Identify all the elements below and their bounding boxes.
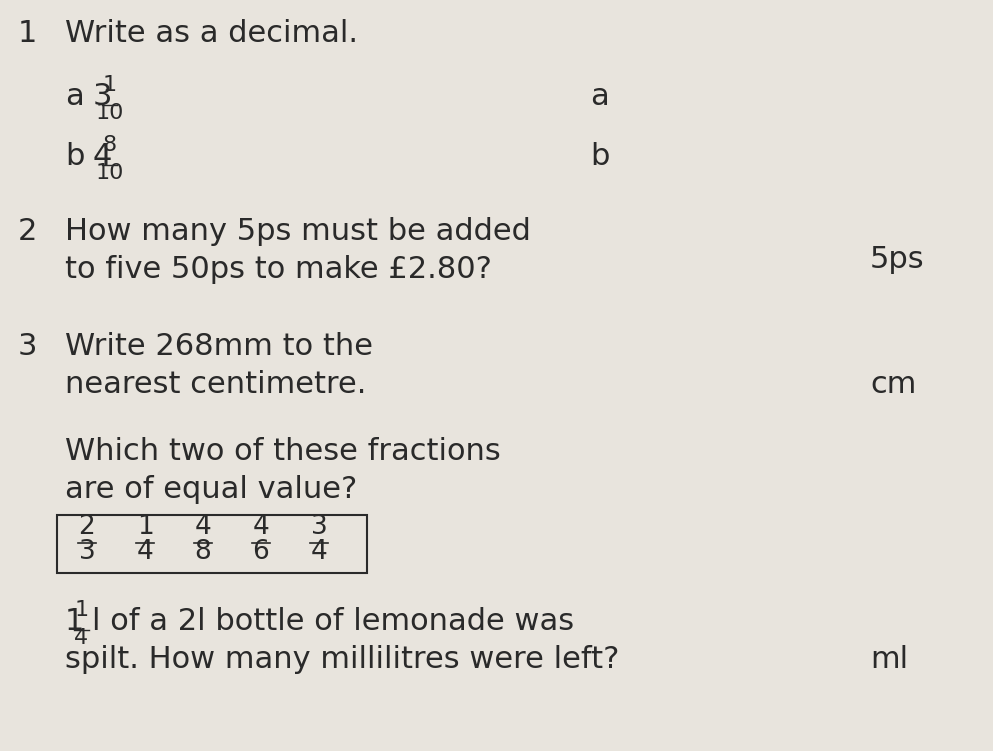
Text: ml: ml [870, 645, 909, 674]
Text: 4: 4 [93, 142, 112, 171]
Text: 3: 3 [311, 514, 328, 539]
Text: How many 5ps must be added: How many 5ps must be added [65, 217, 531, 246]
Text: b: b [65, 142, 84, 171]
Text: 10: 10 [95, 163, 123, 182]
Text: 4: 4 [311, 539, 328, 566]
Text: 1: 1 [18, 19, 38, 48]
Text: cm: cm [870, 370, 917, 399]
Text: Write 268mm to the: Write 268mm to the [65, 332, 373, 361]
Bar [57, 515, 367, 573]
Text: 1: 1 [137, 514, 153, 539]
Text: nearest centimetre.: nearest centimetre. [65, 370, 366, 399]
Text: 2: 2 [78, 514, 95, 539]
Text: 10: 10 [95, 103, 123, 122]
Text: 6: 6 [252, 539, 269, 566]
Text: 4: 4 [74, 628, 88, 647]
Text: 4: 4 [195, 514, 212, 539]
Text: 4: 4 [252, 514, 269, 539]
Text: 3: 3 [18, 332, 38, 361]
Text: 1: 1 [65, 607, 84, 636]
Text: b: b [590, 142, 610, 171]
Text: 8: 8 [102, 135, 116, 155]
Text: 5ps: 5ps [870, 245, 924, 274]
Text: 2: 2 [18, 217, 38, 246]
Text: 1: 1 [74, 600, 88, 620]
Text: are of equal value?: are of equal value? [65, 475, 357, 504]
Text: a: a [65, 82, 83, 111]
Text: to five 50ps to make £2.80?: to five 50ps to make £2.80? [65, 255, 492, 284]
Text: 3: 3 [78, 539, 95, 566]
Text: 8: 8 [195, 539, 212, 566]
Text: spilt. How many millilitres were left?: spilt. How many millilitres were left? [65, 645, 620, 674]
Text: Which two of these fractions: Which two of these fractions [65, 437, 500, 466]
Text: l of a 2l bottle of lemonade was: l of a 2l bottle of lemonade was [92, 607, 575, 636]
Text: 3: 3 [93, 82, 112, 111]
Text: a: a [590, 82, 609, 111]
Text: Write as a decimal.: Write as a decimal. [65, 19, 358, 48]
Text: 4: 4 [137, 539, 153, 566]
Text: 1: 1 [102, 75, 116, 95]
